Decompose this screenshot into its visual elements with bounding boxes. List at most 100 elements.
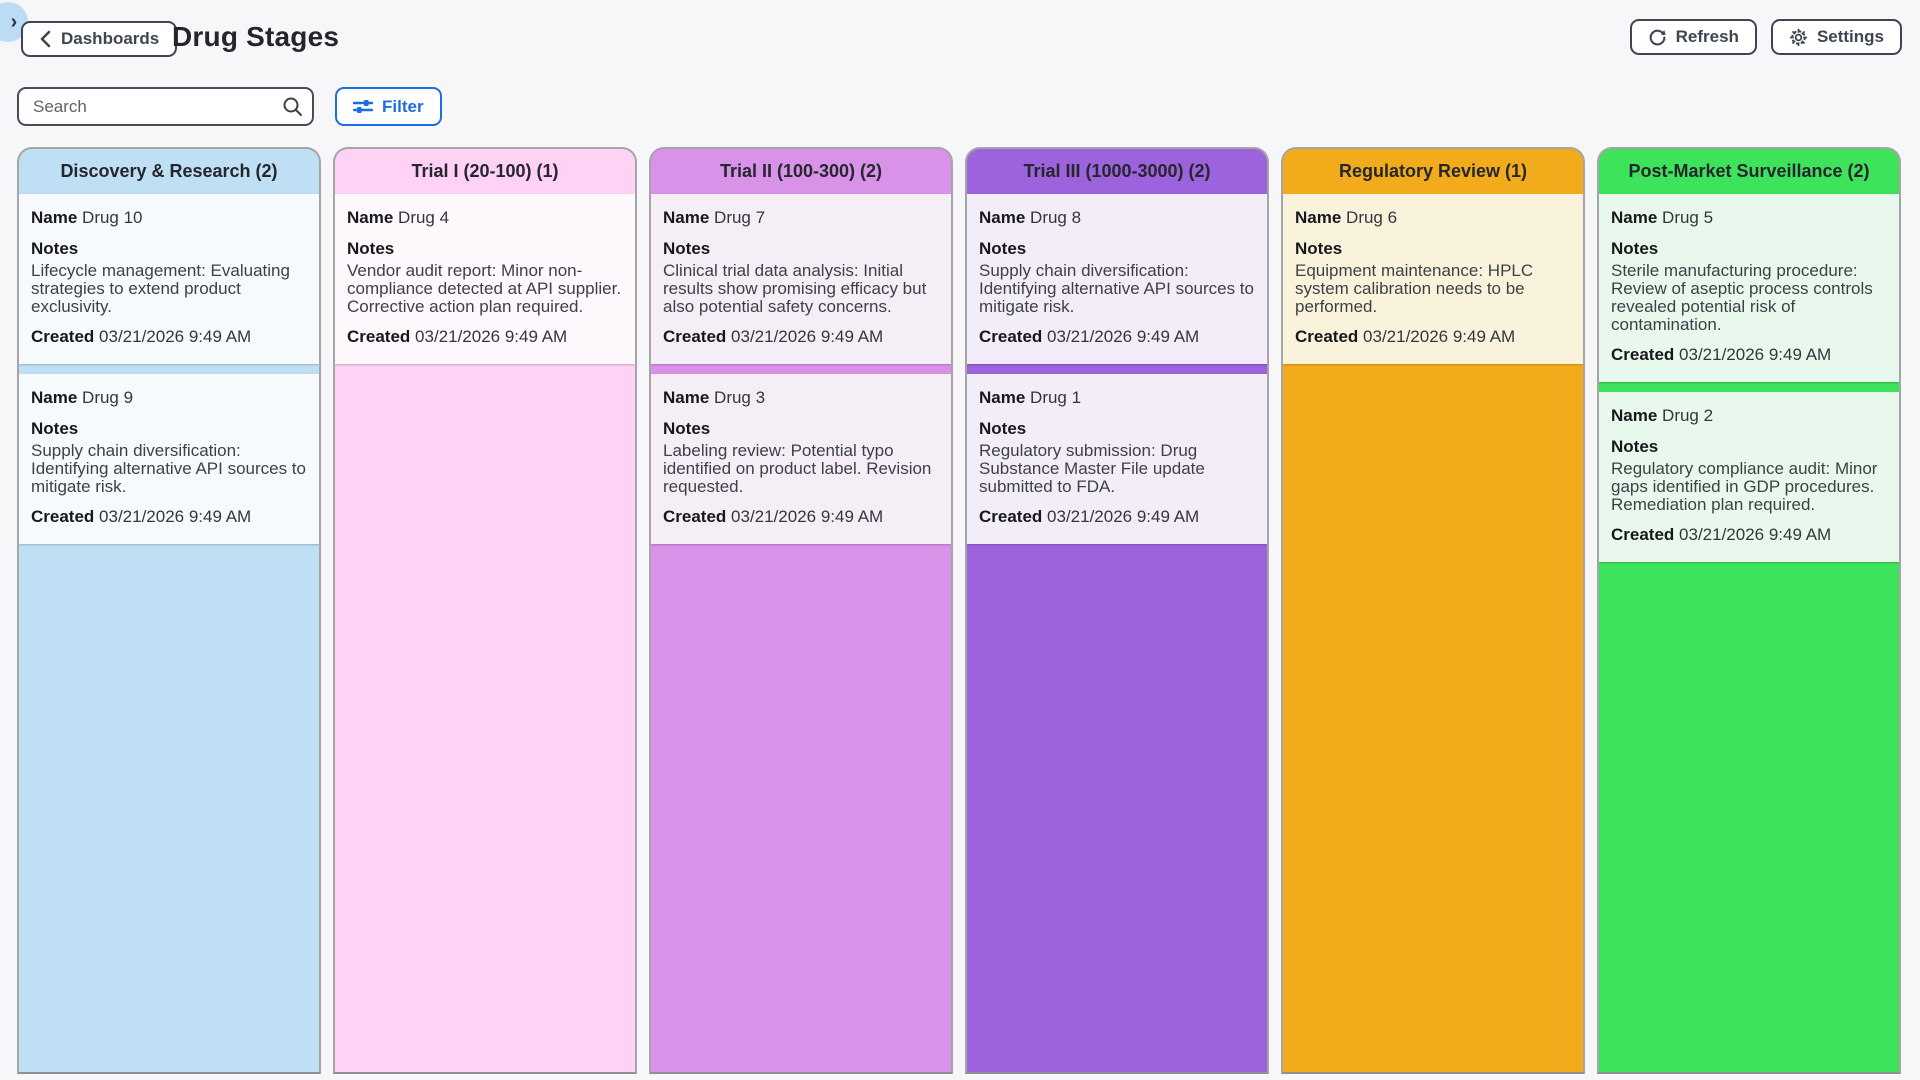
notes-label: Notes (979, 419, 1027, 439)
name-value: Drug 1 (1025, 388, 1082, 408)
column-title: Trial III (1000-3000) (2) (1023, 161, 1211, 181)
created-label: Created (979, 327, 1043, 347)
notes-value: Labeling review: Potential typo identifi… (663, 441, 932, 497)
notes-label: Notes (663, 239, 711, 259)
gear-icon (1789, 28, 1808, 47)
created-value: 03/21/2026 9:49 AM (410, 327, 568, 347)
created-value: 03/21/2026 9:49 AM (726, 507, 884, 527)
created-field: Created 03/21/2026 9:49 AM (347, 327, 623, 347)
created-label: Created (347, 327, 411, 347)
drug-card[interactable]: Name Drug 10 Notes Lifecycle management: E… (19, 194, 319, 365)
name-field: Name Drug 4 (347, 208, 623, 228)
stage-column: Discovery & Research (2) Name Drug 10 Note… (17, 147, 321, 1074)
name-label: Name (979, 388, 1026, 408)
dashboards-back-label: Dashboards (61, 29, 160, 48)
notes-field: Notes Lifecycle management: Evaluating st… (31, 239, 307, 316)
name-label: Name (31, 208, 78, 227)
notes-value: Vendor audit report: Minor non-complianc… (347, 261, 622, 317)
name-value: Drug 7 (709, 208, 766, 227)
name-value: Drug 6 (1341, 208, 1398, 227)
name-label: Name (979, 208, 1026, 227)
column-title: Trial I (20-100) (1) (411, 161, 559, 181)
notes-value: Clinical trial data analysis: Initial re… (663, 261, 927, 317)
dashboards-back-button[interactable]: Dashboards (21, 21, 178, 57)
filter-label: Filter (382, 96, 424, 116)
drug-card[interactable]: Name Drug 9 Notes Supply chain diversifica… (19, 374, 319, 545)
toolbar: Filter (17, 87, 442, 126)
column-title: Regulatory Review (1) (1338, 161, 1528, 181)
chevron-left-icon (39, 30, 52, 48)
created-label: Created (31, 507, 95, 527)
created-field: Created 03/21/2026 9:49 AM (663, 327, 939, 347)
page-title: Drug Stages (172, 21, 340, 52)
name-label: Name (1611, 406, 1658, 426)
created-field: Created 03/21/2026 9:49 AM (979, 327, 1255, 347)
drug-card[interactable]: Name Drug 7 Notes Clinical trial data anal… (651, 194, 951, 365)
name-field: Name Drug 3 (663, 388, 939, 408)
name-value: Drug 2 (1657, 406, 1714, 426)
notes-label: Notes (31, 239, 79, 259)
refresh-label: Refresh (1675, 27, 1739, 46)
column-title: Trial II (100-300) (2) (719, 161, 883, 181)
column-title: Discovery & Research (2) (60, 161, 278, 181)
notes-value: Regulatory compliance audit: Minor gaps … (1611, 459, 1878, 515)
column-title: Post-Market Surveillance (2) (1628, 161, 1870, 181)
name-label: Name (347, 208, 394, 227)
filter-button[interactable]: Filter (335, 87, 442, 126)
name-value: Drug 4 (393, 208, 450, 227)
created-label: Created (31, 327, 95, 347)
drug-card[interactable]: Name Drug 4 Notes Vendor audit report: Min… (335, 194, 635, 365)
created-field: Created 03/21/2026 9:49 AM (1295, 327, 1571, 347)
stage-column: Trial I (20-100) (1) Name Drug 4 Notes Vend… (333, 147, 637, 1074)
sliders-icon (353, 98, 373, 116)
name-value: Drug 3 (709, 388, 766, 408)
name-label: Name (663, 388, 710, 408)
created-field: Created 03/21/2026 9:49 AM (31, 327, 307, 347)
notes-value: Regulatory submission: Drug Substance Ma… (979, 441, 1205, 497)
created-label: Created (979, 507, 1043, 527)
stage-column: Trial III (1000-3000) (2) Name Drug 8 Note… (965, 147, 1269, 1074)
notes-field: Notes Regulatory submission: Drug Substan… (979, 419, 1255, 496)
created-value: 03/21/2026 9:49 AM (94, 327, 252, 347)
drug-card[interactable]: Name Drug 6 Notes Equipment maintenance: H… (1283, 194, 1583, 365)
drug-card[interactable]: Name Drug 8 Notes Supply chain diversifica… (967, 194, 1267, 365)
created-field: Created 03/21/2026 9:49 AM (31, 507, 307, 527)
created-field: Created 03/21/2026 9:49 AM (1611, 345, 1887, 365)
created-value: 03/21/2026 9:49 AM (1358, 327, 1516, 347)
drug-card[interactable]: Name Drug 3 Notes Labeling review: Potenti… (651, 374, 951, 545)
name-field: Name Drug 5 (1611, 208, 1887, 228)
notes-field: Notes Supply chain diversification: Ident… (979, 239, 1255, 316)
notes-value: Lifecycle management: Evaluating strateg… (31, 261, 290, 317)
notes-value: Supply chain diversification: Identifyin… (31, 441, 306, 497)
notes-label: Notes (663, 419, 711, 439)
notes-value: Supply chain diversification: Identifyin… (979, 261, 1254, 317)
refresh-button[interactable]: Refresh (1629, 19, 1757, 55)
drug-card[interactable]: Name Drug 5 Notes Sterile manufacturing pr… (1599, 194, 1899, 383)
created-value: 03/21/2026 9:49 AM (1674, 525, 1832, 545)
sidebar-expand-button[interactable]: › (0, 2, 28, 42)
name-value: Drug 10 (77, 208, 143, 227)
drug-card[interactable]: Name Drug 2 Notes Regulatory compliance au… (1599, 392, 1899, 563)
notes-field: Notes Equipment maintenance: HPLC system … (1295, 239, 1571, 316)
app-header: › Dashboards Drug Stages Refresh (0, 0, 1920, 70)
drug-card[interactable]: Name Drug 1 Notes Regulatory submission: D… (967, 374, 1267, 545)
created-value: 03/21/2026 9:49 AM (726, 327, 884, 347)
chevron-right-icon: › (10, 10, 18, 33)
notes-field: Notes Labeling review: Potential typo ide… (663, 419, 939, 496)
created-label: Created (663, 507, 727, 527)
name-value: Drug 9 (77, 388, 134, 408)
created-value: 03/21/2026 9:49 AM (1042, 507, 1200, 527)
refresh-icon (1648, 28, 1667, 47)
settings-button[interactable]: Settings (1770, 19, 1902, 55)
created-field: Created 03/21/2026 9:49 AM (663, 507, 939, 527)
search-input[interactable] (17, 87, 314, 126)
name-label: Name (31, 388, 78, 408)
created-field: Created 03/21/2026 9:49 AM (1611, 525, 1887, 545)
stage-column: Trial II (100-300) (2) Name Drug 7 Notes Cl… (649, 147, 953, 1074)
name-field: Name Drug 10 (31, 208, 307, 228)
notes-label: Notes (979, 239, 1027, 259)
settings-label: Settings (1816, 27, 1884, 46)
notes-value: Equipment maintenance: HPLC system calib… (1295, 261, 1534, 317)
name-label: Name (1611, 208, 1658, 227)
